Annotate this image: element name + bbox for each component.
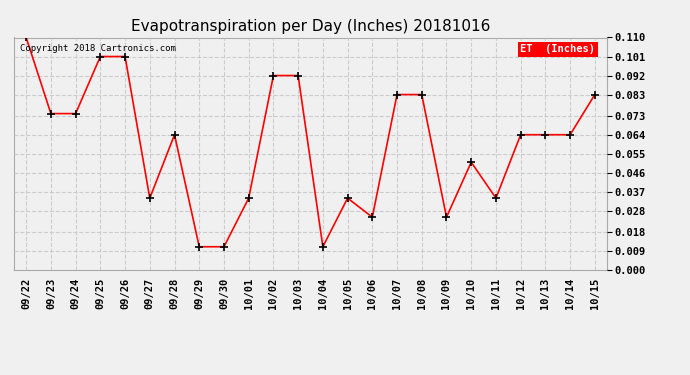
Title: Evapotranspiration per Day (Inches) 20181016: Evapotranspiration per Day (Inches) 2018… <box>131 18 490 33</box>
Text: Copyright 2018 Cartronics.com: Copyright 2018 Cartronics.com <box>20 45 176 54</box>
Text: ET  (Inches): ET (Inches) <box>520 45 595 54</box>
